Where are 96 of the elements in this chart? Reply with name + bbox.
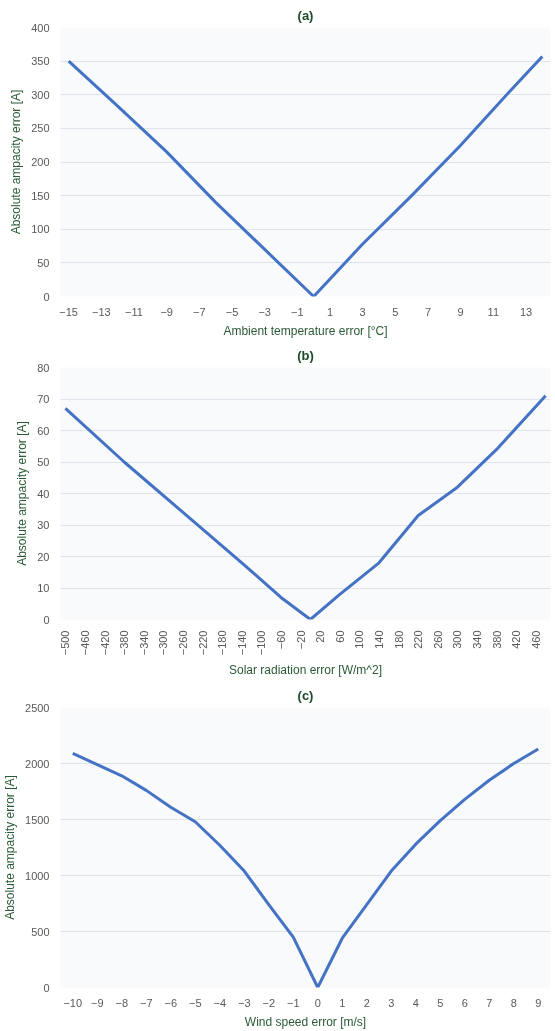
- line-series: [63, 394, 548, 620]
- x-tick-label: 9: [457, 305, 464, 318]
- x-tick-label: 180: [392, 630, 405, 649]
- x-tick-label: 460: [529, 630, 542, 649]
- x-tick-label: −1: [291, 305, 304, 318]
- x-tick-label: −8: [115, 996, 129, 1009]
- x-tick-label: 13: [519, 305, 533, 318]
- y-tick-label: 400: [31, 21, 50, 34]
- x-tick-label: 3: [359, 305, 366, 318]
- x-tick-label: 6: [461, 996, 468, 1009]
- x-tick-label: 340: [471, 630, 483, 649]
- y-tick-label: 0: [43, 981, 50, 994]
- x-tick-label: 4: [412, 996, 419, 1009]
- x-tick-label: −6: [164, 996, 178, 1009]
- x-tick-label: 20: [314, 630, 327, 643]
- y-tick-label: 50: [37, 456, 50, 468]
- x-tick-label: −7: [193, 305, 206, 318]
- x-tick-label: −180: [216, 630, 229, 656]
- x-tick-label: 7: [424, 305, 432, 318]
- y-tick-label: 250: [31, 122, 50, 135]
- y-axis-title: Absolute ampacity error [A]: [15, 421, 30, 566]
- y-tick-label: 300: [31, 88, 50, 101]
- x-tick-label: 2: [363, 996, 370, 1009]
- x-tick-label: −260: [177, 630, 189, 656]
- x-tick-label: −9: [160, 305, 173, 318]
- x-tick-label: −140: [235, 630, 248, 656]
- x-tick-label: −5: [188, 996, 202, 1009]
- x-tick-label: 140: [373, 630, 385, 649]
- x-tick-label: 11: [487, 305, 500, 318]
- x-tick-label: −460: [79, 630, 91, 656]
- x-tick-label: 1: [326, 305, 334, 318]
- x-tick-label: −100: [255, 630, 268, 656]
- x-tick-label: −300: [157, 630, 170, 656]
- x-tick-label: 8: [510, 996, 517, 1009]
- y-tick-label: 40: [37, 487, 50, 500]
- y-tick-label: 2500: [25, 701, 50, 714]
- x-tick-label: 5: [392, 305, 399, 318]
- x-tick-label: −9: [90, 996, 104, 1009]
- y-tick-label: 100: [31, 223, 50, 236]
- x-tick-label: 220: [412, 630, 425, 649]
- x-tick-label: −2: [262, 996, 276, 1009]
- x-tick-label: 3: [388, 996, 395, 1009]
- x-tick-label: −500: [59, 630, 72, 656]
- y-tick-label: 10: [37, 582, 50, 594]
- x-tick-label: −15: [59, 305, 79, 318]
- line-series: [67, 54, 544, 297]
- y-tick-label: 30: [37, 519, 50, 531]
- x-tick-label: 5: [437, 996, 444, 1009]
- x-tick-label: −13: [92, 305, 111, 318]
- x-tick-label: −420: [98, 630, 111, 656]
- x-tick-label: −380: [118, 630, 131, 656]
- x-axis-title: Ambient temperature error [°C]: [223, 323, 388, 338]
- y-tick-label: 200: [31, 156, 50, 168]
- x-tick-label: 260: [431, 630, 444, 649]
- x-tick-label: 100: [353, 630, 366, 649]
- y-axis-title: Absolute ampacity error [A]: [9, 89, 24, 235]
- x-tick-label: −7: [139, 996, 153, 1009]
- x-tick-label: −220: [196, 630, 209, 656]
- y-tick-label: 2000: [25, 757, 50, 770]
- x-tick-label: −1: [286, 996, 300, 1009]
- x-tick-label: 60: [333, 630, 346, 643]
- x-tick-label: 9: [535, 996, 542, 1009]
- x-tick-label: 7: [486, 996, 493, 1009]
- y-tick-label: 70: [37, 393, 50, 405]
- chart-title: (c): [297, 687, 314, 703]
- chart-title: (a): [297, 7, 314, 23]
- chart-title: (b): [297, 347, 314, 363]
- y-tick-label: 0: [43, 290, 50, 303]
- x-tick-label: −340: [137, 630, 150, 656]
- x-tick-label: 420: [510, 630, 523, 649]
- x-tick-label: 1: [339, 996, 346, 1009]
- y-tick-label: 80: [37, 361, 50, 374]
- x-axis-title: Wind speed error [m/s]: [244, 1014, 367, 1029]
- x-tick-label: −5: [225, 305, 239, 318]
- y-axis-title: Absolute ampacity error [A]: [3, 775, 18, 920]
- x-tick-label: −3: [258, 305, 271, 318]
- y-tick-label: 50: [37, 256, 50, 269]
- x-axis-title: Solar radiation error [W/m^2]: [228, 663, 383, 678]
- y-tick-label: 500: [31, 925, 50, 938]
- x-tick-label: 300: [451, 630, 464, 649]
- y-tick-label: 1500: [25, 813, 50, 826]
- x-tick-label: 380: [490, 630, 503, 649]
- x-tick-label: −3: [237, 996, 251, 1009]
- x-tick-label: −11: [125, 305, 143, 318]
- x-tick-label: −4: [213, 996, 227, 1009]
- x-tick-label: −10: [63, 996, 83, 1009]
- y-tick-label: 20: [37, 550, 50, 563]
- x-tick-label: −20: [294, 630, 307, 650]
- line-series: [71, 747, 540, 988]
- x-tick-label: −60: [275, 630, 287, 650]
- y-tick-label: 350: [31, 55, 50, 68]
- y-tick-label: 150: [31, 189, 50, 202]
- x-tick-label: 0: [314, 996, 321, 1009]
- y-tick-label: 1000: [25, 869, 50, 882]
- y-tick-label: 60: [37, 424, 50, 437]
- y-tick-label: 0: [43, 613, 50, 626]
